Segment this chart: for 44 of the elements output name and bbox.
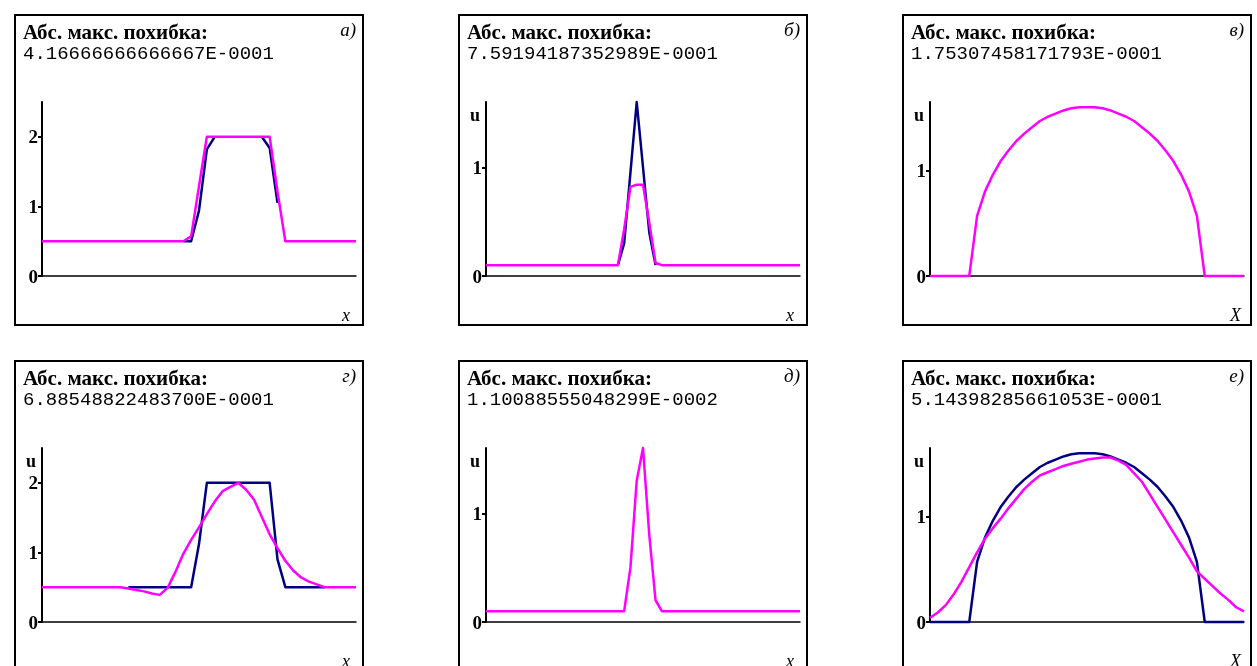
- chart-title: Абс. макс. похибка:: [23, 19, 208, 44]
- chart-title: Абс. макс. похибка:: [911, 19, 1096, 44]
- line-series: [40, 481, 358, 597]
- y-axis-title: u: [25, 451, 36, 471]
- text: в): [1229, 19, 1244, 41]
- y-tick-label: 1: [472, 156, 482, 178]
- x-axis-title: X: [1229, 305, 1242, 325]
- y-tick-label: 0: [916, 611, 926, 633]
- y-tick-label: 2: [28, 126, 38, 148]
- y-tick-label: 0: [472, 265, 482, 287]
- chart-subtitle: 1.10088555048299E-0002: [467, 388, 718, 411]
- y-axis-title: u: [913, 105, 924, 125]
- y-tick-label: 0: [916, 265, 926, 287]
- y-tick-label: 1: [472, 502, 482, 524]
- y-axis-title: u: [913, 451, 924, 471]
- y-tick-label: 0: [472, 611, 482, 633]
- y-tick-label: 0: [28, 611, 38, 633]
- chart-title: Абс. макс. похибка:: [911, 365, 1096, 390]
- line-series: [484, 446, 802, 613]
- y-tick-label: 1: [28, 195, 38, 217]
- text: б): [784, 19, 801, 41]
- x-axis-title: x: [341, 305, 350, 325]
- y-tick-label: 2: [28, 472, 38, 494]
- y-tick-label: 1: [916, 506, 926, 528]
- chart-subtitle: 4.16666666666667E-0001: [23, 42, 274, 65]
- y-axis-title: u: [469, 451, 480, 471]
- chart-subtitle: 7.59194187352989E-0001: [467, 42, 718, 65]
- text: г): [342, 365, 357, 387]
- y-tick-label: 0: [28, 265, 38, 287]
- chart-subtitle: 6.88548822483700E-0001: [23, 388, 274, 411]
- chart-subtitle: 1.75307458171793E-0001: [911, 42, 1162, 65]
- y-tick-label: 1: [28, 541, 38, 563]
- line-series: [40, 135, 358, 243]
- text: а): [340, 19, 356, 41]
- chart-subtitle: 5.14398285661053E-0001: [911, 388, 1162, 411]
- y-tick-label: 1: [916, 160, 926, 182]
- text: е): [1229, 365, 1245, 387]
- x-axis-title: x: [785, 305, 794, 325]
- text: д): [784, 365, 801, 387]
- line-series: [484, 183, 802, 267]
- chart-title: Абс. макс. похибка:: [467, 19, 652, 44]
- chart-title: Абс. макс. похибка:: [467, 365, 652, 390]
- y-axis-title: u: [469, 105, 480, 125]
- chart-title: Абс. макс. похибка:: [23, 365, 208, 390]
